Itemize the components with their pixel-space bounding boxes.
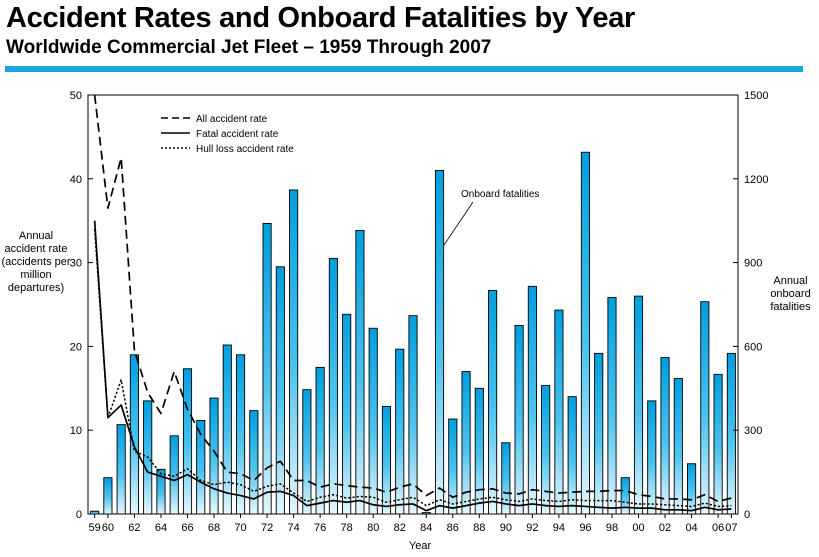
bar-fatalities-1981	[381, 406, 392, 515]
bar-fatalities-2002	[660, 357, 670, 515]
bar-fatalities-1986	[448, 418, 458, 515]
x-tick-label: 72	[261, 522, 273, 534]
bar-fatalities-1993	[541, 385, 551, 515]
axes-group: 0 10 20 30 40 50 0 300 600 900 1200 1500 59 60 62 64 66 6…	[70, 90, 769, 534]
bar-fatalities-1969	[222, 344, 232, 515]
bar-fatalities-1983	[408, 315, 418, 515]
legend-label-fatal-accident-rate: Fatal accident rate	[196, 129, 279, 140]
x-tick-label: 98	[606, 522, 618, 534]
bars-group	[90, 151, 736, 515]
legend-label-all-accident-rate: All accident rate	[196, 114, 268, 125]
x-axis-label: Year	[409, 540, 432, 552]
bar-fatalities-1988	[474, 387, 484, 515]
bar-fatalities-1989	[488, 290, 498, 515]
bar-fatalities-1970	[235, 354, 246, 515]
bar-fatalities-1971	[249, 410, 259, 515]
bar-fatalities-1973	[275, 266, 285, 515]
x-tick-label: 88	[473, 522, 485, 534]
y-tick-label: 30	[70, 258, 82, 270]
y-tick-label: 0	[76, 509, 82, 521]
annotation-onboard-fatalities: Onboard fatalities	[461, 189, 539, 200]
bar-fatalities-1992	[527, 285, 537, 515]
bar-fatalities-1966	[182, 368, 193, 515]
bar-fatalities-1985	[434, 169, 445, 515]
bar-fatalities-1991	[514, 325, 524, 515]
bar-fatalities-1995	[567, 396, 577, 515]
bar-fatalities-1987	[461, 371, 471, 515]
x-tick-label: 96	[579, 522, 591, 534]
line-all-accident-rate	[93, 94, 732, 503]
bar-fatalities-1960	[103, 477, 113, 515]
x-tick-label: 92	[526, 522, 538, 534]
title-divider	[5, 66, 803, 72]
bar-fatalities-1974	[289, 189, 299, 515]
annotation-leader-line	[443, 201, 474, 246]
y2-tick-label: 1500	[744, 90, 768, 102]
y-tick-label: 50	[70, 90, 82, 102]
y2-tick-label: 300	[744, 425, 762, 437]
legend: All accident rate Fatal accident rate Hu…	[161, 114, 294, 155]
x-tick-label: 00	[632, 522, 644, 534]
x-tick-label: 59	[89, 522, 101, 534]
line-hull-loss-accident-rate	[93, 229, 732, 508]
x-tick-label: 60	[102, 522, 114, 534]
x-tick-label: 94	[553, 522, 565, 534]
bar-fatalities-1980	[368, 327, 378, 515]
y-tick-label: 20	[70, 341, 82, 353]
x-tick-label: 86	[447, 522, 459, 534]
x-tick-label: 90	[500, 522, 512, 534]
chart-subtitle: Worldwide Commercial Jet Fleet – 1959 Th…	[6, 37, 492, 58]
bar-fatalities-1982	[395, 348, 405, 515]
x-tick-label: 80	[367, 522, 379, 534]
x-tick-label: 04	[685, 522, 697, 534]
y-axis-label: Annual accident rate (accidents per mill…	[1, 230, 71, 294]
y2-tick-label: 0	[744, 509, 750, 521]
x-tick-label: 70	[234, 522, 246, 534]
bar-fatalities-2007	[726, 352, 736, 515]
x-tick-label: 82	[394, 522, 406, 534]
x-tick-label: 66	[181, 522, 193, 534]
bar-fatalities-2003	[673, 378, 683, 515]
bar-fatalities-2005	[700, 301, 710, 515]
y2-tick-label: 600	[744, 341, 762, 353]
bar-fatalities-1994	[554, 309, 564, 515]
x-tick-label: 74	[287, 522, 299, 534]
bar-fatalities-1972	[262, 223, 272, 515]
bar-fatalities-1984	[421, 512, 431, 515]
x-tick-label: 78	[341, 522, 353, 534]
bar-fatalities-1996	[580, 151, 591, 515]
bar-fatalities-1997	[594, 352, 604, 515]
x-tick-label: 07	[725, 522, 737, 534]
y-tick-label: 40	[70, 174, 82, 186]
lines-group	[93, 94, 732, 512]
chart-title: Accident Rates and Onboard Fatalities by…	[6, 2, 636, 34]
bar-fatalities-1978	[342, 313, 352, 515]
bar-fatalities-1998	[607, 297, 617, 515]
x-tick-label: 62	[128, 522, 140, 534]
bar-fatalities-2001	[647, 400, 657, 515]
y2-tick-label: 1200	[744, 174, 768, 186]
x-tick-label: 02	[659, 522, 671, 534]
bar-fatalities-2006	[713, 373, 723, 515]
bar-fatalities-1975	[302, 389, 312, 515]
x-tick-label: 68	[208, 522, 220, 534]
bar-fatalities-1967	[196, 419, 206, 515]
bar-fatalities-1977	[328, 257, 338, 515]
y2-axis-label: Annual onboard fatalities	[770, 275, 811, 313]
bar-fatalities-1961	[116, 424, 126, 515]
bar-fatalities-1979	[355, 230, 365, 515]
bar-fatalities-1976	[315, 366, 325, 515]
bar-fatalities-2000	[633, 295, 644, 515]
x-tick-label: 84	[420, 522, 432, 534]
bar-fatalities-1999	[620, 477, 630, 515]
x-tick-label: 64	[155, 522, 167, 534]
y2-tick-label: 900	[744, 258, 762, 270]
bar-fatalities-1962	[129, 354, 139, 515]
y-tick-label: 10	[70, 425, 82, 437]
legend-label-hull-loss-accident-rate: Hull loss accident rate	[196, 144, 294, 155]
x-tick-label: 76	[314, 522, 326, 534]
line-fatal-accident-rate	[93, 220, 732, 512]
x-tick-label: 06	[712, 522, 724, 534]
